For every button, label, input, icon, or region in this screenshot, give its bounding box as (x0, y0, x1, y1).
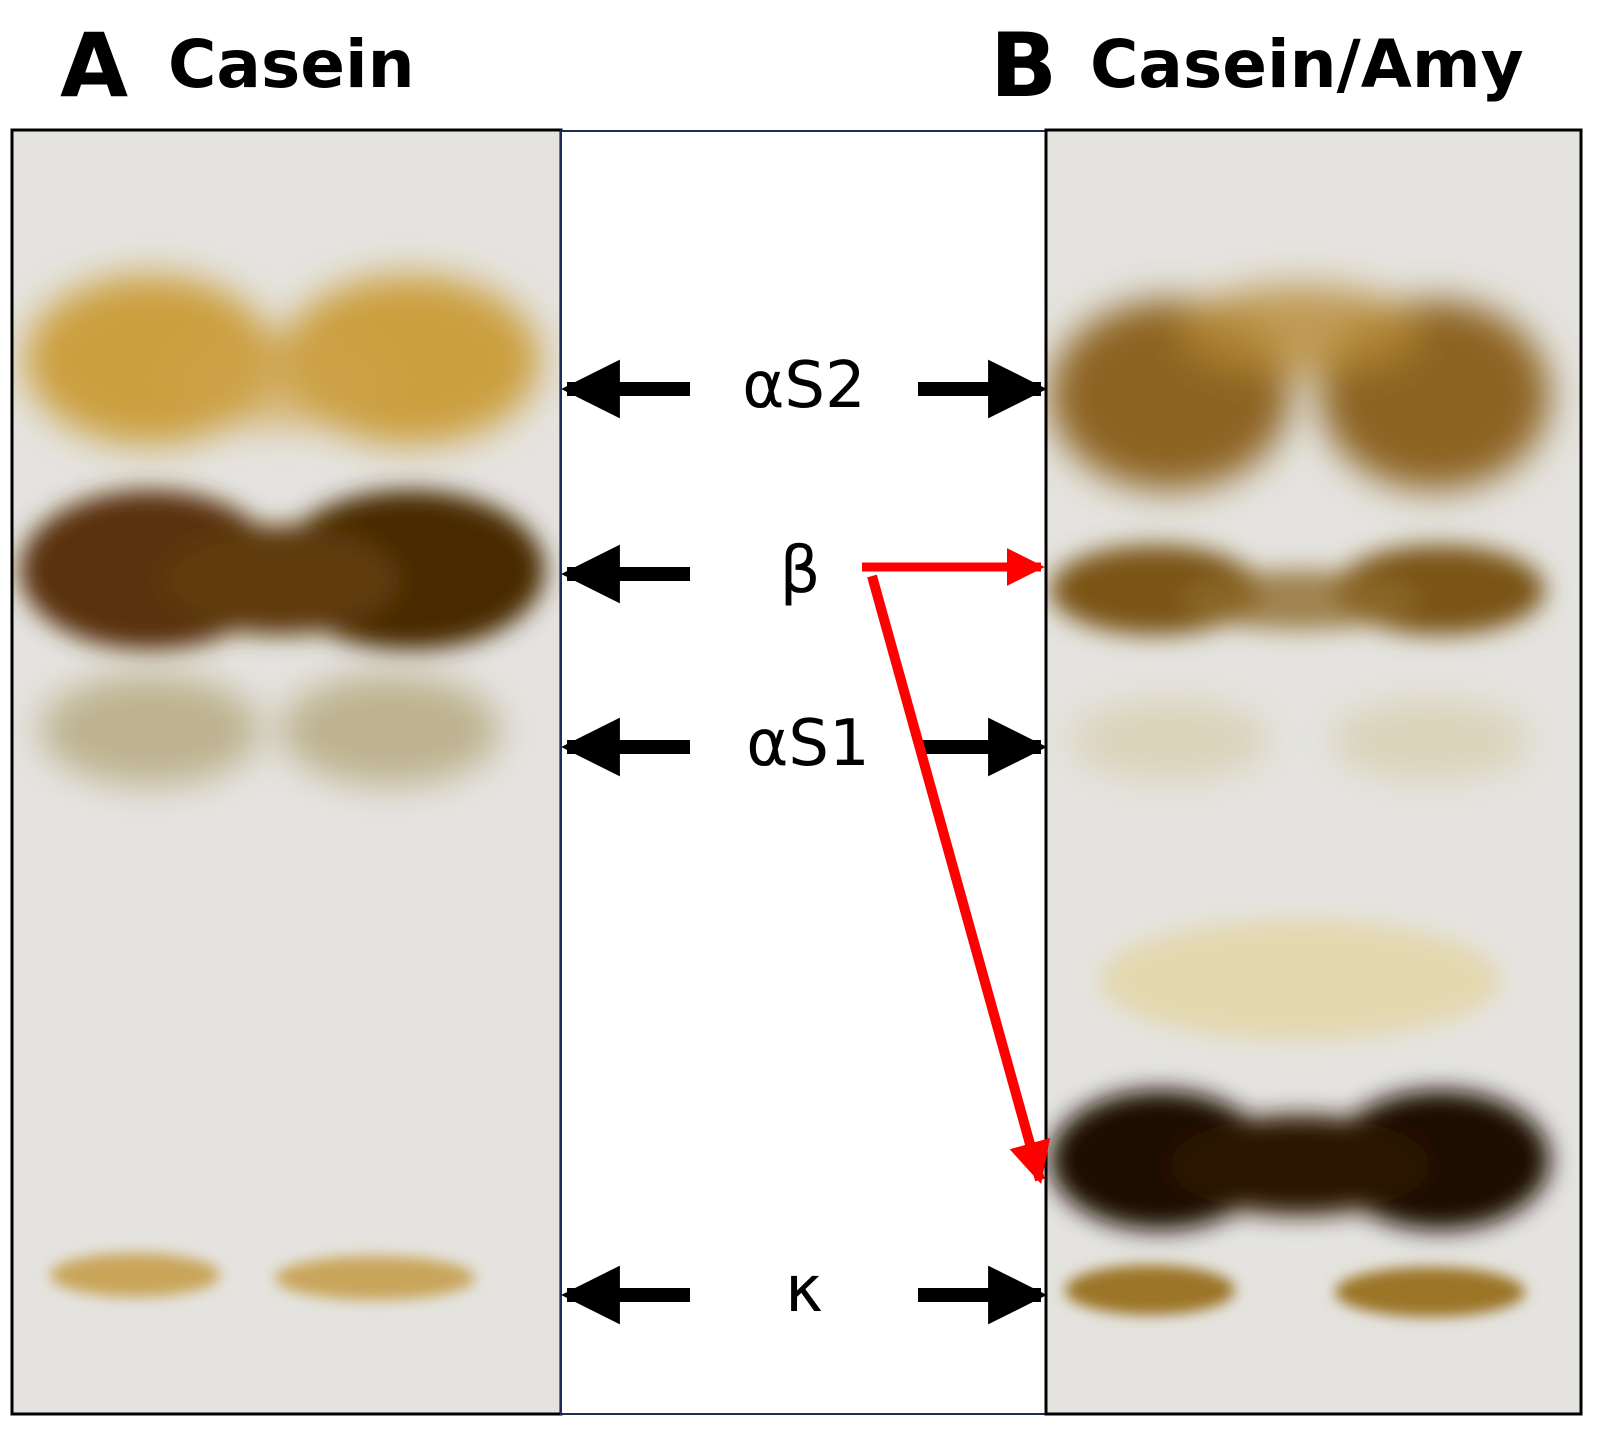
lane-b-band-as1 (1070, 700, 1530, 780)
lane-b-band-beta (1050, 545, 1545, 635)
panel-b-letter: B (990, 14, 1058, 117)
lane-a-band-kappa (50, 1253, 475, 1300)
lane-a-band-beta (20, 490, 545, 650)
panel-a-title: Casein (168, 26, 415, 103)
lane-b-band-kappa (1065, 1265, 1525, 1317)
lane-b (1044, 128, 1583, 1416)
lane-a-band-as2 (25, 275, 540, 445)
lane-b-band-shifted (1050, 920, 1550, 1230)
lane-a (10, 128, 563, 1416)
band-label-as2: αS2 (742, 349, 866, 423)
red-arrow-beta-shift (867, 574, 1051, 1185)
band-label-kappa: κ (785, 1253, 823, 1327)
panel-a-letter: A (60, 14, 129, 117)
center-strip (560, 130, 1047, 1415)
band-label-beta: β (779, 534, 821, 608)
lane-b-band-as2 (1050, 285, 1550, 490)
band-label-as1: αS1 (746, 707, 870, 781)
lane-a-band-as1 (40, 675, 500, 785)
panel-b-title: Casein/Amy (1090, 26, 1524, 103)
